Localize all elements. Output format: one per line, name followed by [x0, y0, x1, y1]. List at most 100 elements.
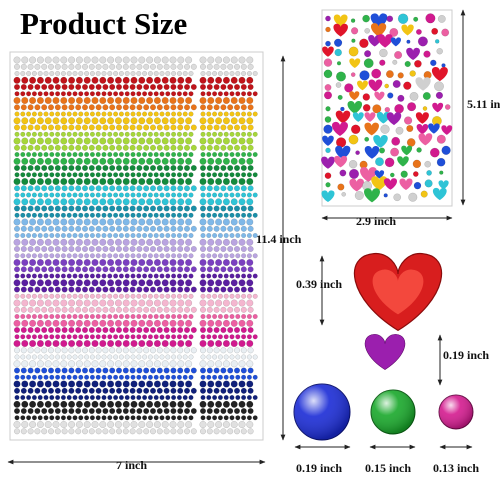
- rhinestone: [213, 144, 220, 151]
- rhinestone: [176, 91, 182, 97]
- rhinestone: [27, 185, 34, 192]
- rhinestone: [31, 151, 37, 157]
- rhinestone: [138, 421, 146, 429]
- rhinestone: [215, 340, 223, 348]
- rhinestone: [149, 428, 156, 435]
- rhinestone: [36, 198, 44, 206]
- rhinestone: [75, 124, 82, 131]
- heart-gem: [415, 112, 429, 124]
- rhinestone: [48, 104, 55, 111]
- rhinestone: [114, 218, 122, 226]
- rhinestone: [241, 111, 247, 117]
- rhinestone: [27, 144, 34, 151]
- rhinestone: [41, 266, 48, 273]
- rhinestone: [20, 367, 27, 374]
- rhinestone: [147, 415, 153, 421]
- rhinestone: [13, 421, 21, 429]
- rhinestone: [206, 164, 213, 171]
- rhinestone: [136, 104, 143, 111]
- rhinestone: [238, 218, 246, 226]
- rhinestone: [84, 151, 90, 157]
- rhinestone: [200, 91, 206, 97]
- rhinestone: [49, 131, 55, 137]
- rhinestone: [230, 400, 238, 408]
- rhinestone: [29, 157, 37, 165]
- rhinestone: [213, 205, 220, 212]
- rhinestone: [27, 367, 34, 374]
- rhinestone: [199, 144, 206, 151]
- rhinestone: [113, 172, 119, 178]
- rhinestone: [235, 415, 241, 421]
- rhinestone: [84, 192, 90, 198]
- round-gem: [350, 18, 356, 23]
- rhinestone: [229, 314, 235, 320]
- rhinestone: [68, 347, 75, 354]
- rhinestone: [14, 192, 20, 198]
- rhinestone: [44, 198, 52, 206]
- rhinestone: [130, 212, 136, 218]
- rhinestone: [171, 232, 177, 238]
- rhinestone: [233, 286, 240, 293]
- rhinestone: [246, 91, 252, 97]
- rhinestone: [206, 70, 212, 76]
- rhinestone: [37, 374, 43, 380]
- rhinestone: [161, 238, 169, 246]
- rhinestone: [41, 63, 48, 70]
- rhinestone: [176, 232, 182, 238]
- rhinestone: [199, 299, 207, 307]
- dimension-label: 11.4 inch: [256, 232, 302, 246]
- rhinestone: [161, 198, 169, 206]
- rhinestone: [36, 299, 44, 307]
- rhinestone: [222, 96, 230, 104]
- rhinestone: [170, 63, 177, 70]
- rhinestone: [122, 83, 129, 90]
- heart-gem: [401, 24, 414, 36]
- rhinestone: [60, 131, 66, 137]
- rhinestone: [217, 192, 223, 198]
- rhinestone: [20, 225, 27, 232]
- rhinestone: [252, 374, 258, 380]
- rhinestone: [220, 185, 227, 192]
- rhinestone: [48, 124, 55, 131]
- rhinestone: [89, 212, 95, 218]
- rhinestone: [83, 96, 91, 104]
- rhinestone: [26, 273, 32, 279]
- rhinestone: [170, 408, 177, 415]
- rhinestone: [60, 380, 68, 388]
- rhinestone: [183, 205, 190, 212]
- rhinestone: [161, 96, 169, 104]
- round-gem: [355, 150, 360, 155]
- rhinestone: [43, 151, 49, 157]
- rhinestone: [136, 395, 142, 401]
- rhinestone: [233, 408, 240, 415]
- rhinestone: [182, 334, 188, 340]
- rhinestone: [75, 286, 82, 293]
- rhinestone: [177, 56, 185, 64]
- rhinestone: [43, 293, 49, 299]
- rhinestone: [68, 327, 75, 334]
- rhinestone: [183, 245, 190, 252]
- rhinestone: [122, 238, 130, 246]
- rhinestone: [72, 334, 78, 340]
- rhinestone: [114, 198, 122, 206]
- rhinestone: [238, 117, 246, 125]
- rhinestone: [52, 137, 60, 145]
- rhinestone: [163, 83, 170, 90]
- rhinestone: [190, 387, 197, 394]
- rhinestone: [159, 172, 165, 178]
- rhinestone: [91, 299, 99, 307]
- rhinestone: [183, 83, 190, 90]
- rhinestone: [91, 238, 99, 246]
- rhinestone: [13, 238, 21, 246]
- rhinestone: [199, 238, 207, 246]
- rhinestone: [185, 421, 193, 429]
- rhinestone: [122, 124, 129, 131]
- rhinestone: [101, 70, 107, 76]
- round-gem: [425, 13, 436, 24]
- rhinestone: [223, 70, 229, 76]
- rhinestone: [146, 76, 154, 84]
- rhinestone: [142, 415, 148, 421]
- rhinestone: [60, 177, 68, 185]
- rhinestone: [72, 212, 78, 218]
